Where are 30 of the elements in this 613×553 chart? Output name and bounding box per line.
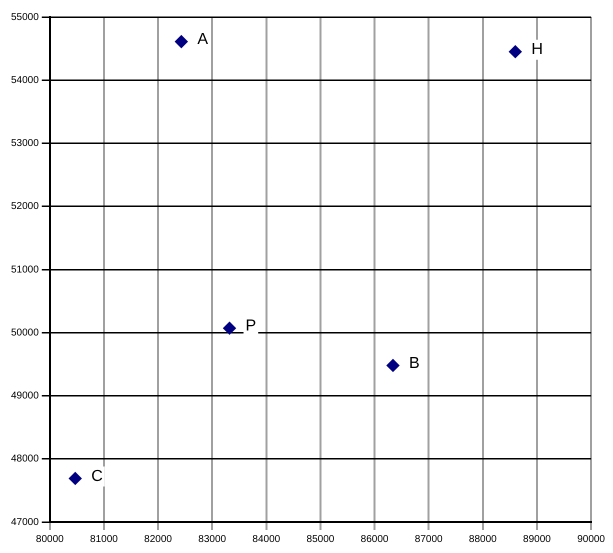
point [508, 45, 522, 58]
y-tick-label: 47000 [10, 516, 40, 528]
x-tick-label: 86000 [360, 534, 389, 545]
point [174, 35, 188, 48]
y-tick-label: 53000 [10, 138, 40, 149]
x-tick-label: 85000 [306, 534, 335, 545]
annotation: B [408, 354, 420, 372]
y-tick-label: 49000 [10, 390, 40, 402]
x-tick-label: 89000 [523, 534, 552, 545]
y-tick-label: 55000 [10, 12, 40, 23]
x-tick-label: 80000 [36, 534, 64, 545]
x-tick-label: 88000 [468, 534, 498, 545]
annotation: H [531, 41, 543, 58]
y-tick-label: 54000 [10, 74, 40, 86]
point [386, 358, 400, 372]
x-tick-label: 90000 [577, 534, 606, 545]
annotation: A [197, 31, 208, 48]
x-tick-label: 82000 [144, 534, 172, 545]
y-tick-label: 52000 [10, 201, 40, 212]
x-tick-label: 83000 [198, 534, 227, 545]
y-tick-label: 50000 [10, 327, 40, 338]
annotation: C [91, 468, 103, 485]
point [68, 472, 82, 485]
y-tick-label: 48000 [10, 454, 40, 465]
y-tick-label: 51000 [10, 264, 40, 276]
x-tick-label: 87000 [414, 534, 444, 545]
x-tick-label: 81000 [90, 534, 118, 545]
x-tick-label: 84000 [252, 534, 281, 545]
annotation: P [246, 318, 256, 335]
point [223, 322, 236, 335]
